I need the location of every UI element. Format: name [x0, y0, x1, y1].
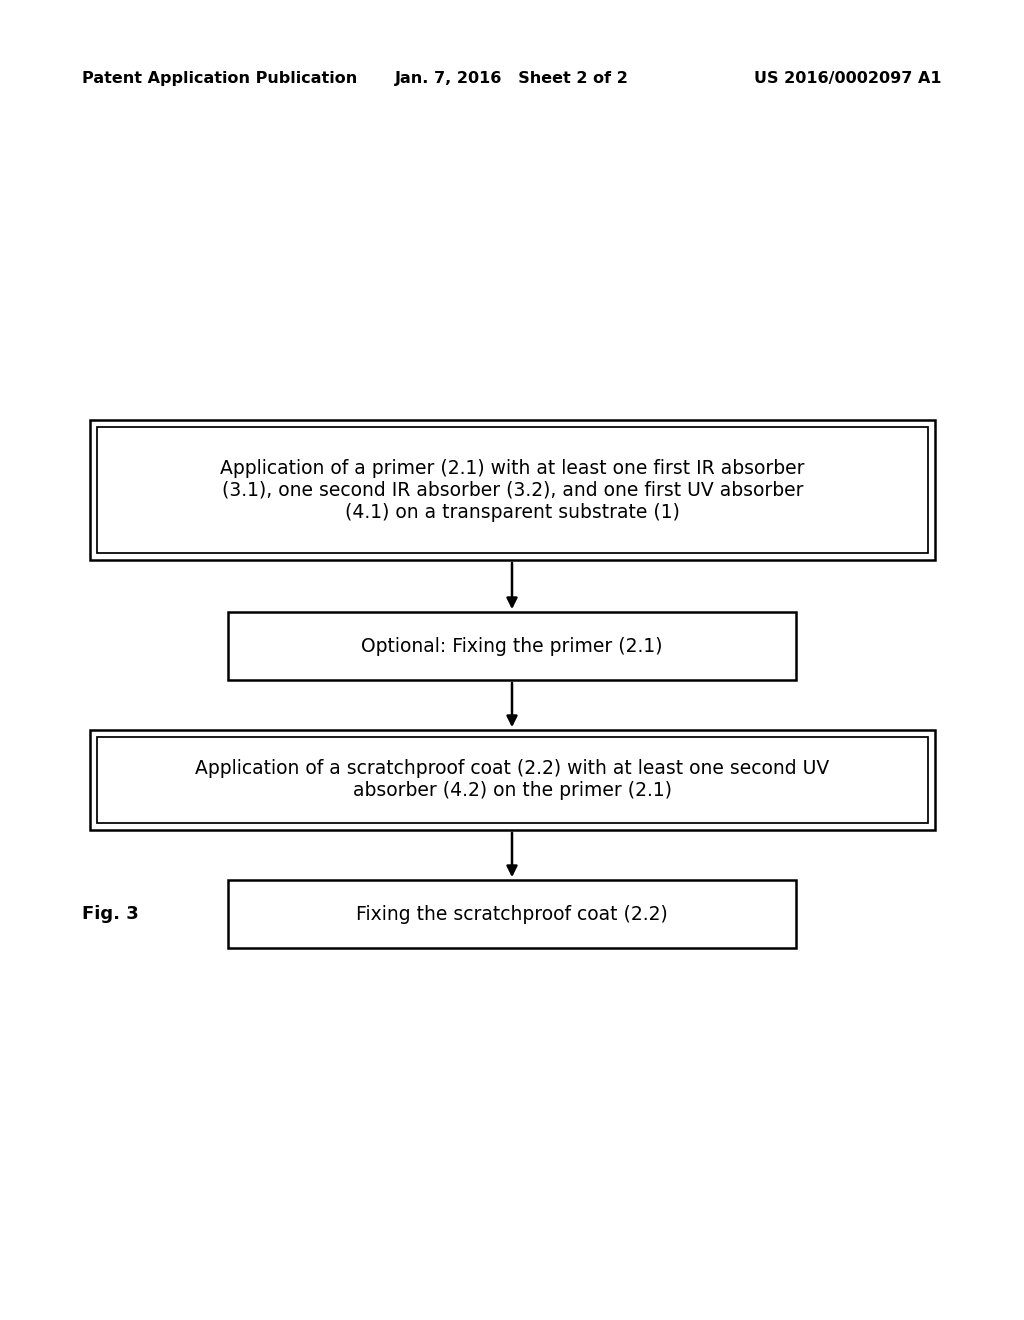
Text: US 2016/0002097 A1: US 2016/0002097 A1 [755, 70, 942, 86]
Bar [90, 420, 935, 560]
Text: Application of a primer (2.1) with at least one first IR absorber
(3.1), one sec: Application of a primer (2.1) with at le… [220, 458, 805, 521]
Text: Fixing the scratchproof coat (2.2): Fixing the scratchproof coat (2.2) [356, 904, 668, 924]
Text: Application of a scratchproof coat (2.2) with at least one second UV
absorber (4: Application of a scratchproof coat (2.2)… [196, 759, 829, 800]
Bar [90, 730, 935, 830]
Bar [97, 426, 928, 553]
Text: Patent Application Publication: Patent Application Publication [82, 70, 357, 86]
Text: Optional: Fixing the primer (2.1): Optional: Fixing the primer (2.1) [361, 636, 663, 656]
Text: Jan. 7, 2016   Sheet 2 of 2: Jan. 7, 2016 Sheet 2 of 2 [395, 70, 629, 86]
Text: Fig. 3: Fig. 3 [82, 906, 138, 923]
Bar [228, 612, 796, 680]
Bar [228, 880, 796, 948]
Bar [97, 737, 928, 822]
